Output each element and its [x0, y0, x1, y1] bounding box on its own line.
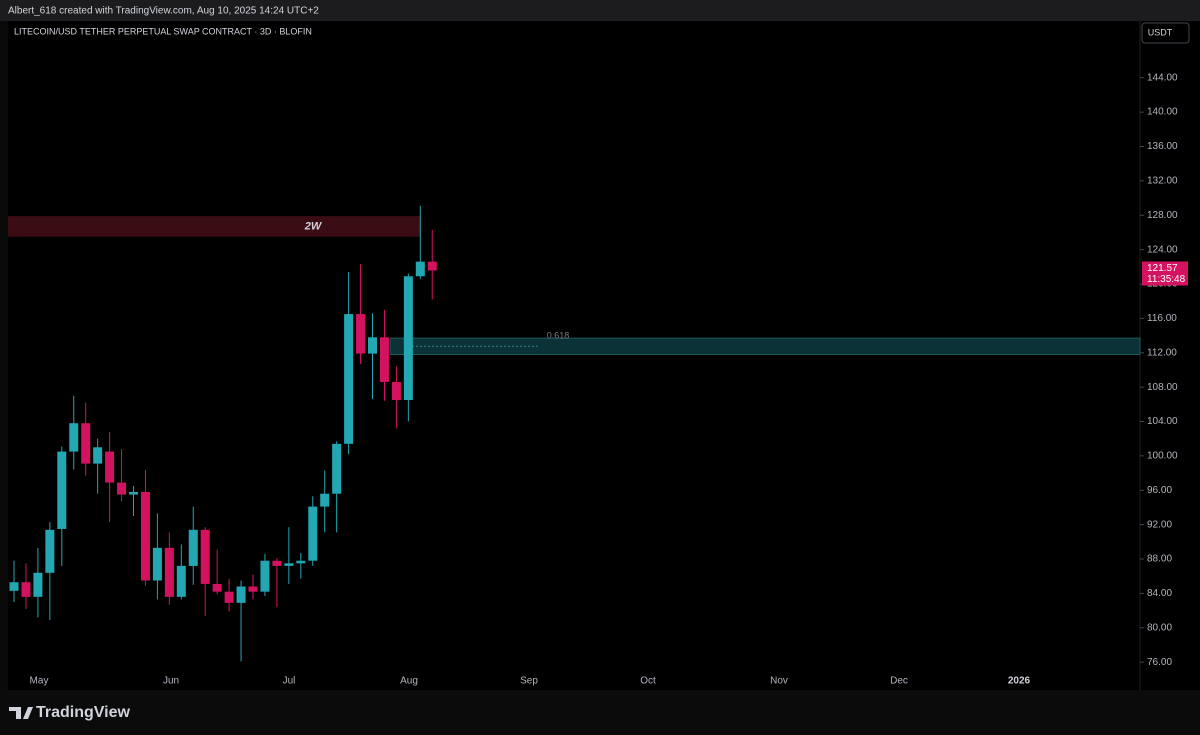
y-tick-label: 80.00: [1147, 622, 1172, 633]
x-tick-label: 2026: [1008, 676, 1031, 687]
candle-body: [45, 529, 55, 573]
currency-button[interactable]: [1141, 22, 1190, 44]
y-tick-label: 104.00: [1147, 416, 1178, 427]
x-tick-label: Oct: [640, 676, 656, 687]
candle-body: [320, 493, 330, 507]
y-tick-label: 132.00: [1147, 175, 1178, 186]
chart-title: LITECOIN/USD TETHER PERPETUAL SWAP CONTR…: [14, 26, 312, 36]
candle-body: [368, 337, 377, 354]
zone: [389, 337, 1141, 355]
y-tick-label: 144.00: [1147, 72, 1178, 83]
candle-body: [69, 423, 79, 452]
x-tick-label: Jun: [163, 676, 179, 687]
header-bar: [0, 0, 1200, 21]
candle-body: [117, 482, 127, 495]
candle-body: [391, 381, 401, 401]
footer-bar: [0, 690, 1200, 735]
y-tick-label: 116.00: [1147, 313, 1177, 324]
candle-body: [260, 560, 270, 592]
y-tick-label: 136.00: [1147, 141, 1178, 152]
y-tick-label: 76.00: [1147, 657, 1172, 668]
candle-body: [33, 572, 43, 597]
y-tick-label: 92.00: [1147, 519, 1172, 530]
y-tick-label: 108.00: [1147, 382, 1178, 393]
candle-body: [344, 314, 354, 444]
candle-body: [212, 583, 222, 592]
candle-body: [57, 451, 67, 529]
y-tick-label: 100.00: [1147, 451, 1178, 462]
candle-body: [129, 491, 138, 495]
candle-body: [427, 261, 437, 271]
logo: TradingView: [9, 704, 131, 721]
zone-label: 0.618: [547, 331, 570, 341]
candle-body: [236, 586, 246, 603]
y-tick-label: 96.00: [1147, 485, 1172, 496]
zone-label: 2W: [304, 220, 323, 232]
candle-body: [403, 276, 413, 401]
left-edge: [0, 21, 8, 690]
candle-body: [140, 491, 150, 581]
last-price-tag: [1142, 261, 1188, 286]
header-text: Albert_618 created with TradingView.com,…: [8, 6, 319, 17]
candle-body: [356, 314, 366, 354]
candle-body: [296, 560, 306, 564]
y-tick-label: 88.00: [1147, 554, 1172, 565]
candle-body: [248, 586, 258, 592]
countdown-label: 11:35:48: [1147, 274, 1186, 285]
x-tick-label: Aug: [400, 676, 418, 687]
y-tick-label: 112.00: [1147, 347, 1177, 358]
candle-body: [200, 529, 210, 584]
x-tick-label: Dec: [890, 676, 908, 687]
x-tick-label: Jul: [283, 676, 296, 687]
candle-body: [81, 423, 91, 464]
candle-body: [176, 565, 186, 597]
candle-body: [21, 582, 31, 597]
y-tick-label: 140.00: [1147, 107, 1178, 118]
candle-body: [332, 443, 342, 494]
candle-body: [93, 447, 103, 464]
candle-body: [284, 563, 294, 566]
logo-icon: [9, 707, 33, 719]
logo-text: TradingView: [36, 704, 131, 721]
candle-body: [308, 506, 318, 561]
candle-body: [415, 261, 425, 277]
y-tick-label: 84.00: [1147, 588, 1172, 599]
candle-body: [9, 582, 19, 591]
candle-body: [152, 547, 162, 581]
candle-body: [272, 560, 282, 566]
x-tick-label: Nov: [770, 676, 788, 687]
candle-body: [188, 529, 198, 566]
candle-body: [164, 547, 174, 597]
last-price-label: 121.57: [1147, 263, 1178, 274]
candle-body: [224, 591, 234, 603]
zone: [8, 216, 420, 237]
x-tick-label: Sep: [520, 676, 538, 687]
y-tick-label: 124.00: [1147, 244, 1178, 255]
x-tick-label: May: [30, 676, 49, 687]
candle-body: [105, 451, 115, 483]
candle-body: [379, 337, 389, 382]
currency-label: USDT: [1148, 27, 1173, 37]
y-tick-label: 128.00: [1147, 210, 1178, 221]
